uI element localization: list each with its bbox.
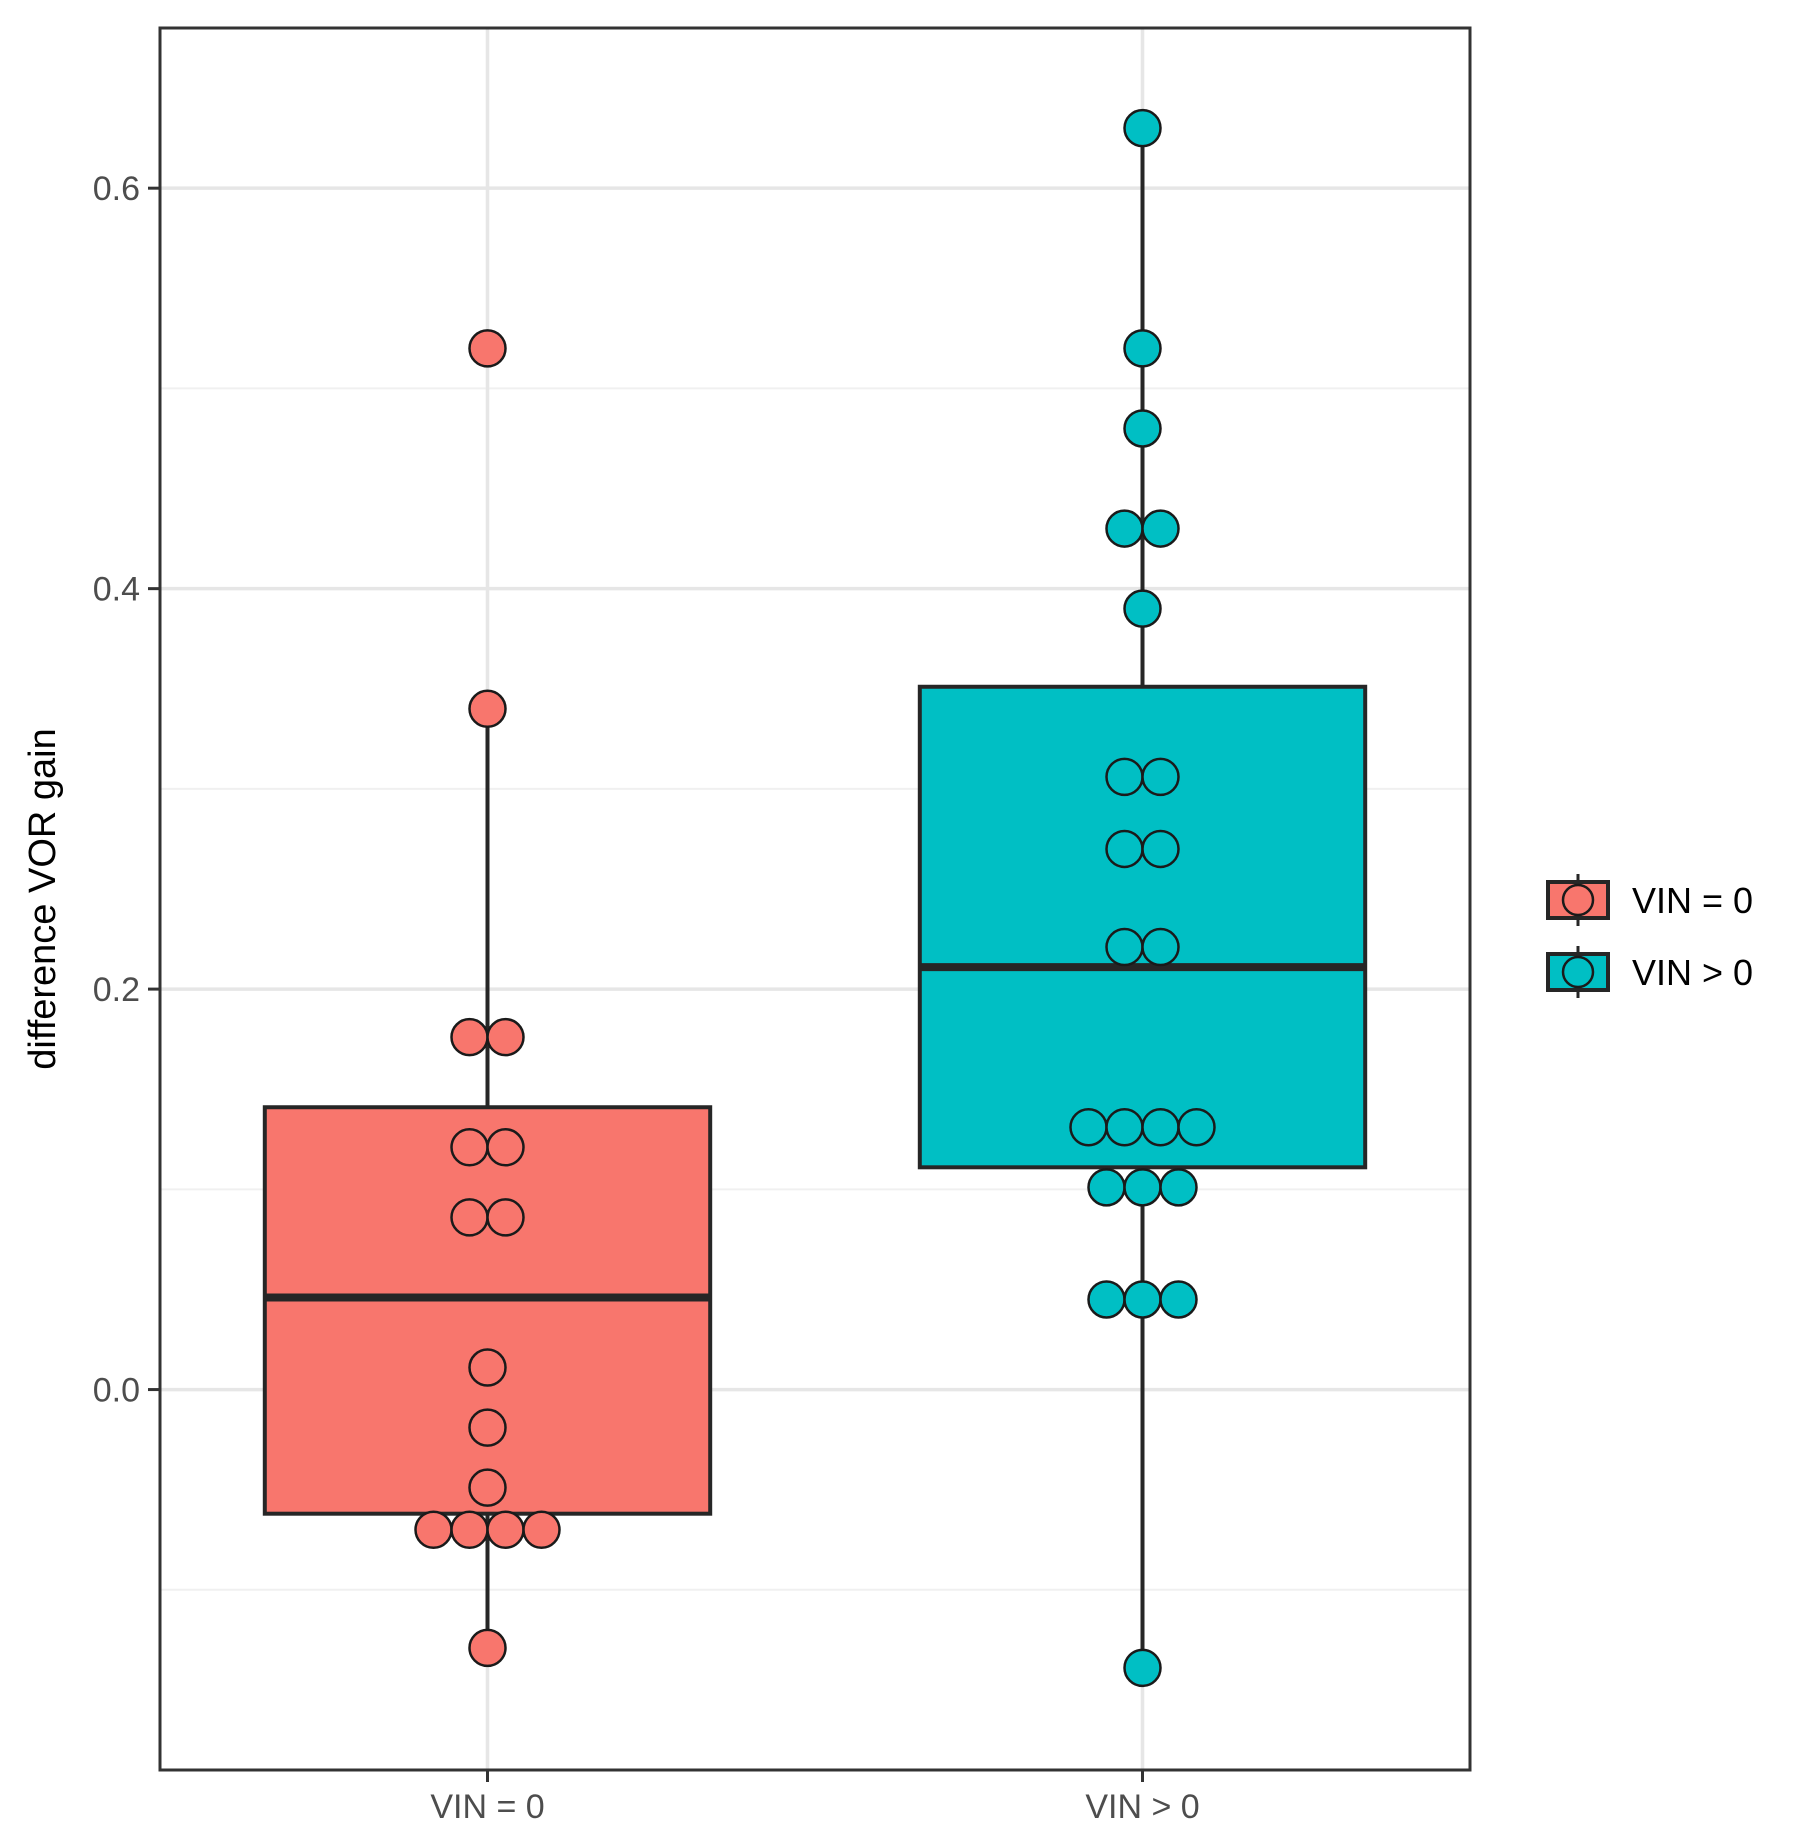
data-point xyxy=(1105,1108,1144,1147)
boxes xyxy=(262,128,1368,1668)
data-point xyxy=(1123,1280,1162,1319)
data-points xyxy=(414,108,1216,1688)
y-tick-label: 0.0 xyxy=(93,1372,140,1410)
data-point xyxy=(468,1348,507,1387)
data-point xyxy=(1087,1280,1126,1319)
data-point xyxy=(1141,1108,1180,1147)
data-point xyxy=(1141,829,1180,869)
plot-panel-border xyxy=(158,26,1472,1772)
data-point xyxy=(486,1017,525,1057)
data-point xyxy=(1123,589,1162,628)
data-point xyxy=(1141,927,1180,967)
data-point xyxy=(1159,1280,1198,1319)
data-point xyxy=(1105,829,1144,869)
data-point xyxy=(1159,1168,1198,1207)
y-axis-title: difference VOR gain xyxy=(22,728,64,1070)
x-axis-ticks: VIN = 0 VIN > 0 xyxy=(430,1770,1200,1826)
data-point xyxy=(1105,509,1144,548)
data-point xyxy=(486,1510,525,1549)
data-point xyxy=(450,1128,489,1167)
data-point xyxy=(1123,1648,1162,1688)
data-point xyxy=(450,1198,489,1237)
box xyxy=(262,1105,713,1516)
y-tick-label: 0.4 xyxy=(93,571,140,609)
data-point xyxy=(1141,757,1180,797)
legend-key-point xyxy=(1561,955,1595,989)
data-point xyxy=(450,1017,489,1057)
data-point xyxy=(468,1628,507,1668)
data-point xyxy=(468,329,507,368)
data-point xyxy=(1123,1168,1162,1207)
box xyxy=(917,684,1368,1170)
data-point xyxy=(1105,927,1144,967)
data-point xyxy=(486,1128,525,1167)
data-point xyxy=(468,689,507,729)
data-point xyxy=(414,1510,453,1549)
data-point xyxy=(1069,1108,1108,1147)
data-point xyxy=(450,1510,489,1549)
data-point xyxy=(1087,1168,1126,1207)
data-point xyxy=(486,1198,525,1237)
y-tick-label: 0.6 xyxy=(93,170,140,208)
data-point xyxy=(468,1408,507,1447)
legend-label: VIN > 0 xyxy=(1632,952,1753,993)
data-point xyxy=(468,1468,507,1507)
legend-key-point xyxy=(1561,883,1595,917)
data-point xyxy=(1123,329,1162,368)
x-tick-label: VIN = 0 xyxy=(430,1788,544,1826)
data-point xyxy=(1177,1108,1216,1147)
y-axis-ticks: 0.0 0.2 0.4 0.6 xyxy=(93,170,160,1410)
data-point xyxy=(522,1510,561,1549)
y-tick-label: 0.2 xyxy=(93,971,140,1009)
x-tick-label: VIN > 0 xyxy=(1085,1788,1199,1826)
legend-label: VIN = 0 xyxy=(1632,880,1753,921)
data-point xyxy=(1141,509,1180,548)
data-point xyxy=(1105,757,1144,797)
data-point xyxy=(1123,409,1162,448)
data-point xyxy=(1123,108,1162,148)
legend: VIN = 0 VIN > 0 xyxy=(1546,874,1753,998)
